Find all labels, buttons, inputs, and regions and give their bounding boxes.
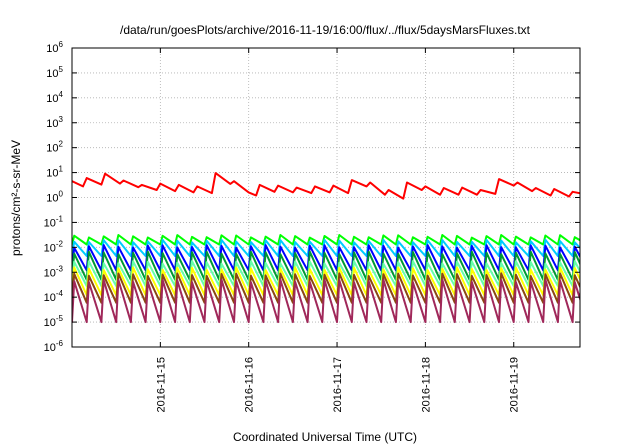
y-tick-label: 10-6	[44, 339, 64, 354]
y-tick-label: 10-1	[44, 214, 64, 229]
series-layer	[72, 172, 580, 324]
y-tick-label: 10-4	[44, 289, 64, 304]
grid-lines	[72, 48, 580, 347]
y-tick-label: 10-2	[44, 239, 64, 254]
y-tick-label: 100	[46, 190, 63, 205]
y-tick-label: 101	[46, 165, 63, 180]
x-tick-label: 2016-11-16	[244, 357, 256, 412]
y-tick-label: 102	[46, 140, 63, 155]
x-axis-label: Coordinated Universal Time (UTC)	[233, 430, 417, 444]
y-tick-label: 104	[46, 90, 63, 105]
y-axis-label: protons/cm²-s-sr-MeV	[9, 140, 23, 256]
series-line-1	[72, 172, 580, 200]
x-tick-label: 2016-11-19	[509, 357, 521, 412]
y-tick-label: 10-3	[44, 264, 64, 279]
y-tick-label: 106	[46, 40, 63, 55]
y-tick-label: 10-5	[44, 314, 64, 329]
chart-title: /data/run/goesPlots/archive/2016-11-19/1…	[120, 23, 531, 37]
x-tick-label: 2016-11-17	[332, 357, 344, 412]
y-tick-label: 103	[46, 115, 63, 130]
y-axis: 10-6 10-5 10-4 10-3 10-2 10-1 100 101 102 103 104 1…	[44, 40, 580, 354]
series-line-2	[72, 234, 580, 246]
y-tick-label: 105	[46, 65, 63, 80]
x-tick-label: 2016-11-15	[155, 357, 167, 412]
x-tick-label: 2016-11-18	[420, 357, 432, 412]
x-axis: 2016-11-15 2016-11-16 2016-11-17 2016-11-18…	[155, 48, 521, 412]
plot-frame	[71, 47, 581, 348]
series-line-9	[72, 278, 580, 324]
